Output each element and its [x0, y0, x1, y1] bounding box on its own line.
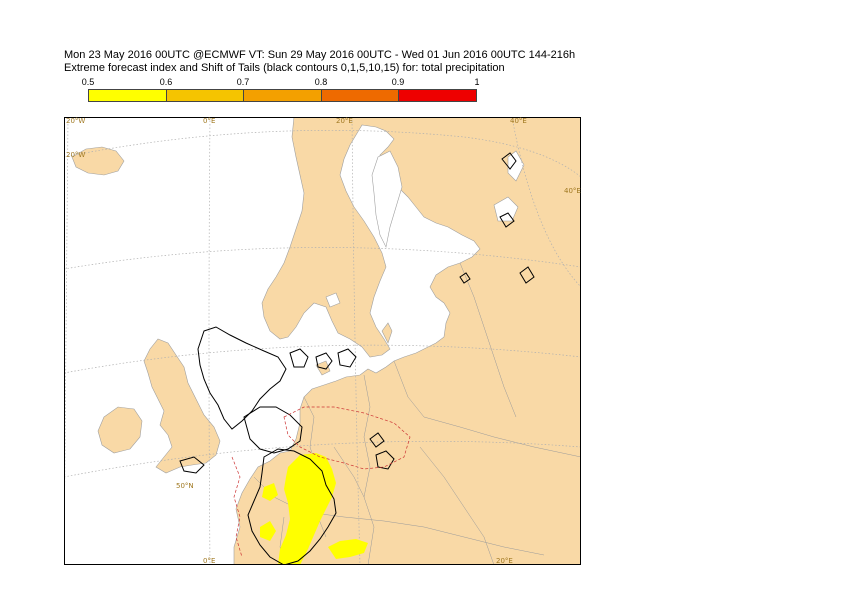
colorbar-swatch: [321, 90, 400, 101]
sot-contour: [499, 212, 515, 228]
gulf-of-bothnia: [371, 150, 403, 248]
graticule: [64, 117, 581, 565]
sot-contour: [501, 152, 517, 170]
colorbar-swatch: [399, 90, 476, 101]
grid-labels: 20°W 0°E 20°E 40°E 20°W 50°N 40°E 0°E 20…: [66, 117, 581, 565]
colorbar-swatch: [244, 90, 322, 101]
grid-label-top: 20°E: [336, 117, 353, 125]
grid-label-top: 40°E: [510, 117, 527, 125]
sot-contour: [197, 326, 287, 430]
colorbar-swatch: [166, 90, 245, 101]
grid-label-bottom: 20°E: [496, 557, 513, 565]
efi-area: [278, 453, 336, 565]
sot-contours: [179, 152, 535, 565]
lake-onega: [507, 150, 525, 182]
efi-area: [260, 521, 276, 541]
chart-title-line-1: Mon 23 May 2016 00UTC @ECMWF VT: Sun 29 …: [64, 49, 576, 61]
efi-colorbar: [88, 89, 477, 102]
colorbar-label: 0.7: [236, 77, 250, 87]
sot-contour: [459, 272, 471, 284]
colorbar-label: 0.8: [314, 77, 328, 87]
sot-contour: [519, 266, 535, 284]
lake-ladoga: [493, 196, 519, 222]
sot-contour: [243, 406, 303, 454]
europe-map: 20°W 0°E 20°E 40°E 20°W 50°N 40°E 0°E 20…: [64, 117, 581, 565]
dashed-contour: [283, 406, 411, 470]
grid-label-top: 0°E: [203, 117, 215, 125]
grid-label-top: 20°W: [66, 117, 85, 125]
grid-label-bottom: 0°E: [203, 557, 215, 565]
land-masses: [71, 117, 581, 565]
sot-contour: [247, 448, 337, 565]
sot-contour: [375, 450, 395, 470]
efi-area: [328, 539, 368, 559]
inland-waters: [325, 150, 525, 308]
dashed-contour: [231, 456, 243, 558]
chart-title-line-2: Extreme forecast index and Shift of Tail…: [64, 62, 505, 74]
dashed-contours: [231, 406, 411, 558]
great-britain: [143, 338, 221, 474]
gotland: [381, 322, 393, 344]
efi-area: [262, 483, 278, 501]
sot-contour: [369, 432, 385, 448]
iceland: [71, 146, 125, 176]
ireland: [97, 406, 143, 454]
grid-label-left: 20°W: [66, 151, 85, 159]
colorbar-label: 0.9: [391, 77, 405, 87]
colorbar-label: 0.6: [159, 77, 173, 87]
colorbar-label: 1: [474, 77, 480, 87]
colorbar-swatch: [89, 90, 167, 101]
map-frame: [64, 117, 581, 565]
sot-contour: [179, 456, 205, 474]
sot-contour: [337, 348, 357, 368]
sot-contour: [315, 352, 333, 370]
sot-contour: [289, 348, 309, 368]
efi-shading: [260, 453, 368, 565]
grid-label-left: 50°N: [176, 482, 194, 490]
colorbar-label: 0.5: [81, 77, 95, 87]
grid-label-right: 40°E: [564, 187, 581, 195]
lake-vanern: [325, 292, 341, 308]
